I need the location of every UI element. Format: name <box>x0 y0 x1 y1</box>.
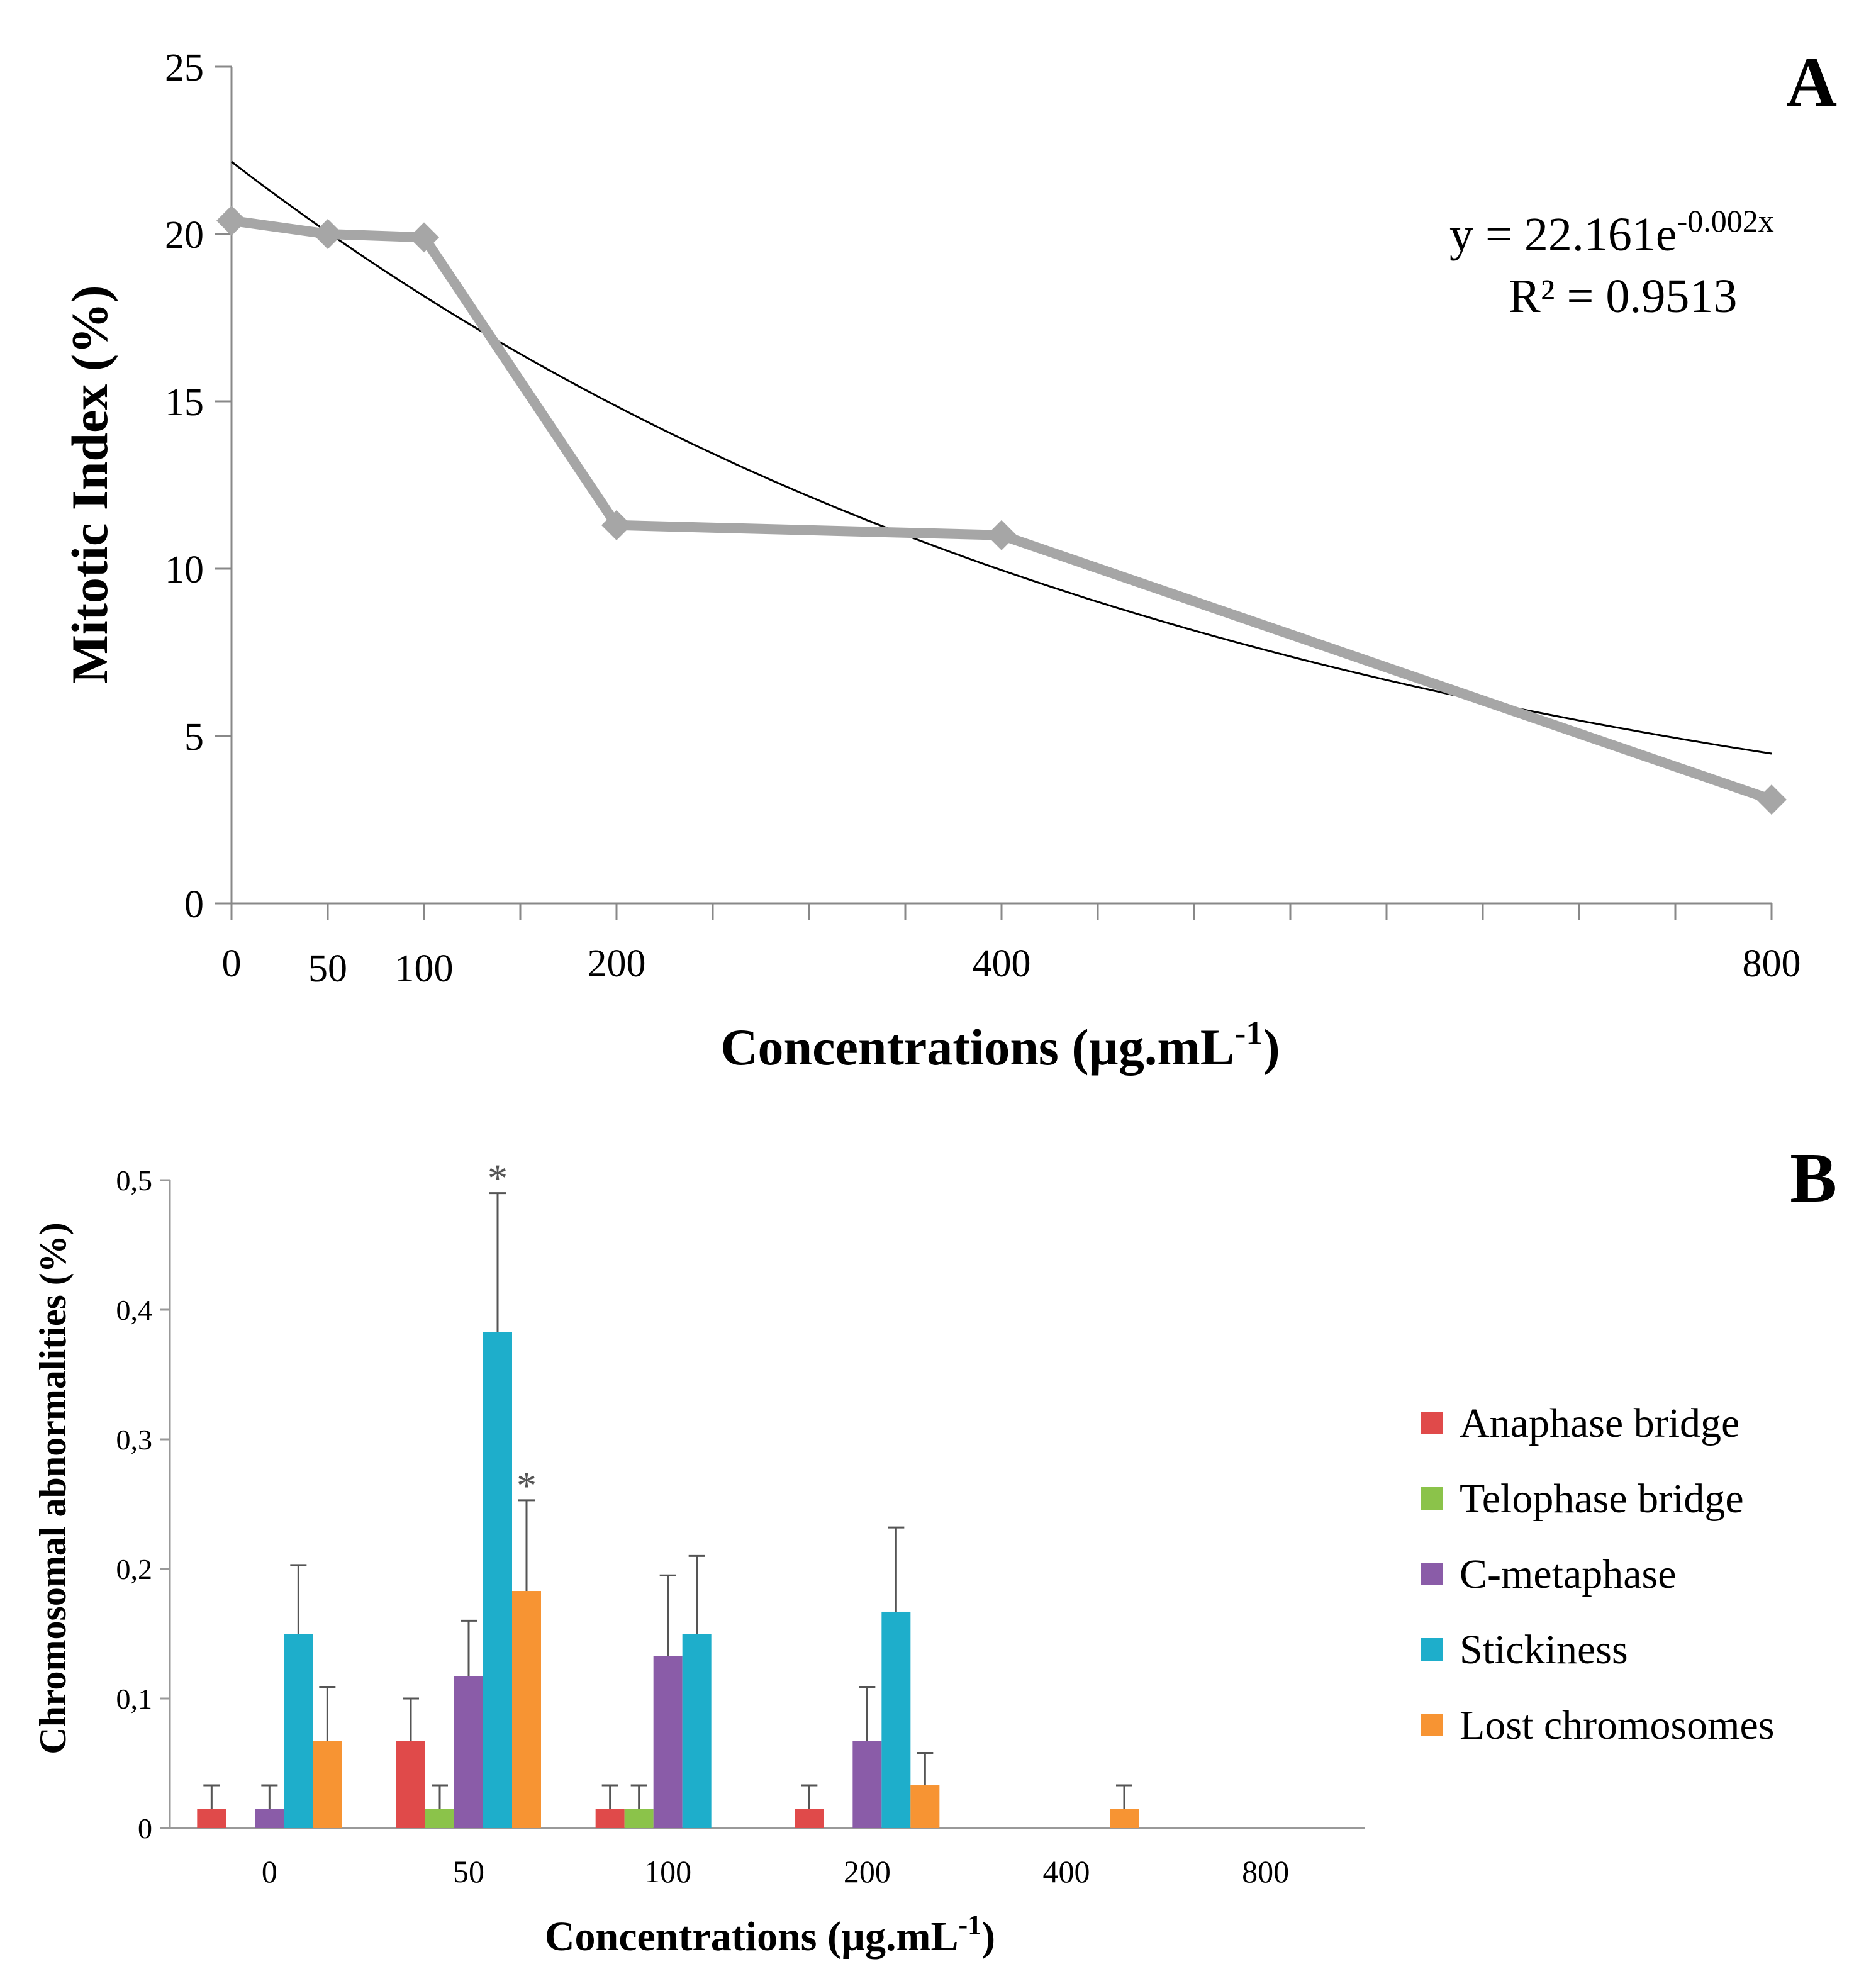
y-tick-label: 25 <box>165 47 204 89</box>
bar-stickiness <box>682 1634 712 1828</box>
legend-swatch <box>1421 1638 1443 1661</box>
x-tick-label: 200 <box>844 1854 891 1889</box>
legend-label: Telophase bridge <box>1460 1476 1744 1522</box>
bar-telophase-bridge <box>624 1809 654 1828</box>
bar-stickiness <box>881 1611 911 1828</box>
bar-stickiness <box>483 1332 512 1828</box>
y-tick-label: 0,5 <box>116 1164 153 1197</box>
x-axis-title-sup: -1 <box>959 1909 982 1940</box>
legend-label: C-metaphase <box>1460 1551 1677 1597</box>
bar-anaphase-bridge <box>197 1809 226 1828</box>
x-tick-label: 400 <box>973 942 1031 985</box>
x-axis-title: Concentrations (µg.mL-1) <box>720 1014 1280 1076</box>
y-axis-title: Chromosomal abnormalities (%) <box>32 1222 74 1754</box>
x-axis-title-sup: -1 <box>1234 1014 1263 1052</box>
y-tick-label: 10 <box>165 549 204 591</box>
x-tick-label: 400 <box>1043 1854 1090 1889</box>
bar-lost-chromosomes <box>910 1785 940 1828</box>
x-axis-title-close: ) <box>1263 1018 1280 1076</box>
data-point-marker <box>313 219 343 249</box>
significance-asterisk: * <box>516 1463 537 1508</box>
legend-label: Anaphase bridge <box>1460 1400 1739 1446</box>
x-tick-label: 0 <box>222 942 242 985</box>
y-tick-label: 20 <box>165 214 204 257</box>
y-tick-label: 0 <box>138 1812 152 1844</box>
bar-lost-chromosomes <box>512 1591 541 1828</box>
x-axis-title-close: ) <box>981 1914 995 1960</box>
x-tick-label: 800 <box>1743 942 1801 985</box>
y-tick-label: 0 <box>184 883 204 926</box>
bar-anaphase-bridge <box>795 1809 824 1828</box>
bar-c-metaphase <box>852 1741 882 1828</box>
bar-lost-chromosomes <box>1110 1809 1139 1828</box>
x-tick-label: 800 <box>1242 1854 1289 1889</box>
data-point-marker <box>409 222 439 253</box>
data-point-marker <box>601 510 632 540</box>
legend-swatch <box>1421 1563 1443 1585</box>
x-tick-label: 200 <box>588 942 646 985</box>
bar-anaphase-bridge <box>595 1809 625 1828</box>
x-axis-title-main: Concentrations (µg.mL <box>545 1914 959 1960</box>
trendline-equation: y = 22.161e-0.002x <box>1449 203 1774 261</box>
data-point-marker <box>986 520 1017 550</box>
equation-base: y = 22.161e <box>1449 208 1677 261</box>
r-squared: R² = 0.9513 <box>1509 270 1737 323</box>
bar-telophase-bridge <box>425 1809 454 1828</box>
legend-label: Lost chromosomes <box>1460 1702 1774 1748</box>
legend-swatch <box>1421 1412 1443 1434</box>
legend-swatch <box>1421 1487 1443 1510</box>
y-tick-label: 0,4 <box>116 1294 153 1326</box>
x-axis-title-main: Concentrations (µg.mL <box>720 1018 1234 1076</box>
panel-label-a: A <box>1786 43 1837 121</box>
y-tick-label: 15 <box>165 381 204 424</box>
panel-label-b: B <box>1790 1139 1837 1217</box>
bar-c-metaphase <box>653 1656 683 1828</box>
y-tick-label: 0,1 <box>116 1683 153 1715</box>
y-tick-label: 0,3 <box>116 1424 153 1456</box>
y-tick-label: 5 <box>184 716 204 759</box>
significance-asterisk: * <box>488 1156 508 1201</box>
data-point-marker <box>1756 784 1787 815</box>
x-tick-label: 50 <box>308 947 347 990</box>
equation-exponent: -0.002x <box>1677 203 1774 238</box>
y-tick-label: 0,2 <box>116 1553 153 1585</box>
panel-a-line-chart: 0 5 10 15 20 25 0 50 100 200 400 800 y = 22.161e-0.0… <box>61 43 1837 1076</box>
panel-b-bar-chart: 0 0,1 0,2 0,3 0,4 0,5 0 50 100 200 400 800 * * Anaphas… <box>32 1139 1837 1960</box>
x-tick-label: 0 <box>262 1854 277 1889</box>
y-axis-title: Mitotic Index (%) <box>61 285 118 683</box>
bar-stickiness <box>284 1634 313 1828</box>
bar-c-metaphase <box>255 1809 284 1828</box>
x-tick-label: 100 <box>644 1854 691 1889</box>
bar-c-metaphase <box>454 1676 483 1828</box>
data-point-marker <box>216 205 247 236</box>
x-tick-label: 50 <box>453 1854 484 1889</box>
x-tick-label: 100 <box>395 947 454 990</box>
x-axis-title: Concentrations (µg.mL-1) <box>545 1909 995 1960</box>
legend-swatch <box>1421 1714 1443 1736</box>
legend-label: Stickiness <box>1460 1627 1628 1673</box>
series-line-mitotic-index <box>230 215 1773 805</box>
bar-anaphase-bridge <box>396 1741 425 1828</box>
bar-lost-chromosomes <box>313 1741 342 1828</box>
